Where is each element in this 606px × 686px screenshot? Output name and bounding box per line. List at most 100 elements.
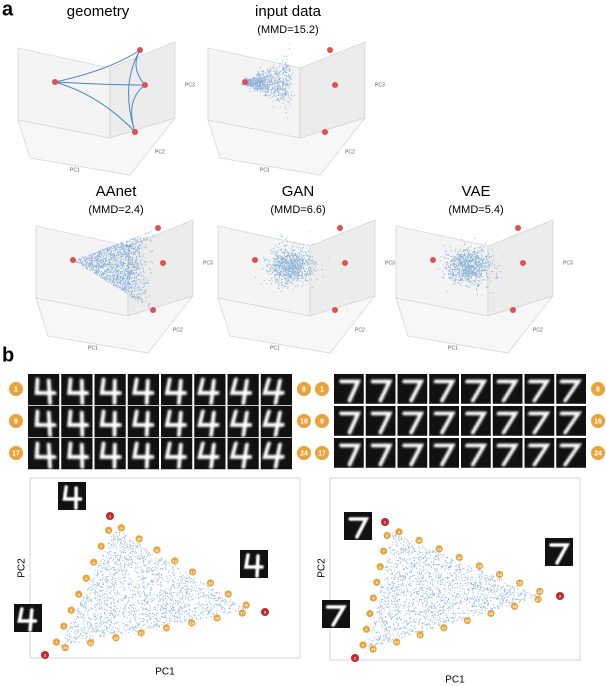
digit-stroke bbox=[496, 411, 519, 435]
badge-label: 12 bbox=[457, 555, 462, 560]
badge-label: 17 bbox=[240, 611, 245, 616]
digit-image bbox=[28, 438, 60, 470]
digit-stroke bbox=[528, 411, 551, 435]
badge bbox=[224, 590, 232, 598]
badge-label: 18 bbox=[512, 604, 517, 609]
digit-stroke bbox=[17, 607, 38, 632]
badge-label: 17 bbox=[318, 450, 326, 457]
badge-label: 15 bbox=[226, 592, 231, 597]
archetype-dot bbox=[142, 82, 148, 88]
axis-label: PC1 bbox=[70, 167, 80, 173]
badge-label: 11 bbox=[437, 546, 442, 551]
badge bbox=[362, 625, 371, 633]
badge bbox=[9, 414, 23, 428]
badge bbox=[395, 528, 403, 536]
badge bbox=[9, 382, 23, 396]
digit-glyph bbox=[67, 377, 90, 405]
axis-label: PC2 bbox=[17, 558, 28, 578]
badge-label: 19 bbox=[190, 621, 195, 626]
digit-glyph bbox=[402, 443, 425, 467]
digit-stroke bbox=[34, 377, 57, 405]
plot-title: AAnet bbox=[96, 183, 138, 200]
digit-image bbox=[322, 600, 350, 628]
digit-image bbox=[28, 406, 60, 438]
axis-label: PC3 bbox=[185, 82, 195, 88]
archetype-dot bbox=[70, 257, 76, 263]
digit-image bbox=[161, 406, 193, 438]
badge bbox=[97, 542, 105, 550]
badge-label: 8 bbox=[302, 386, 306, 393]
badge bbox=[61, 644, 69, 652]
digit-stroke bbox=[370, 411, 393, 435]
badge bbox=[90, 558, 98, 566]
digit-stroke bbox=[132, 377, 155, 405]
badge-label: 20 bbox=[465, 618, 470, 623]
digit-glyph bbox=[348, 517, 370, 539]
badge-label: 3 bbox=[70, 608, 73, 613]
badge-label: 1 bbox=[320, 386, 324, 393]
badge-label: 9 bbox=[120, 525, 123, 530]
digit-glyph bbox=[433, 411, 456, 435]
badge-label: 9 bbox=[14, 418, 18, 425]
digit-image bbox=[161, 374, 193, 406]
digit-stroke bbox=[348, 517, 370, 539]
digit-image bbox=[524, 374, 555, 404]
digit-stroke bbox=[496, 379, 519, 403]
digit-image bbox=[61, 438, 93, 470]
digit-stroke bbox=[528, 379, 551, 403]
badge bbox=[261, 608, 269, 616]
badge bbox=[381, 518, 389, 526]
badge bbox=[52, 638, 60, 646]
digit-stroke bbox=[67, 441, 90, 469]
badge-label: 2 bbox=[63, 624, 66, 629]
digit-stroke bbox=[339, 379, 362, 403]
axis-label: PC1 bbox=[270, 345, 280, 351]
badge-label: 22 bbox=[114, 635, 119, 640]
archetype-dot bbox=[332, 307, 338, 313]
digit-stroke bbox=[370, 379, 393, 403]
digit-glyph bbox=[34, 409, 57, 437]
digit-stroke bbox=[433, 411, 456, 435]
badge bbox=[9, 446, 23, 460]
badge-label: 4 bbox=[78, 592, 81, 597]
digit-glyph bbox=[132, 441, 155, 469]
digit-glyph bbox=[549, 543, 570, 565]
digit-glyph bbox=[326, 605, 347, 627]
badge bbox=[86, 639, 95, 647]
plot-title: GAN bbox=[282, 183, 315, 200]
badge-label: 13 bbox=[477, 563, 482, 568]
digit-image bbox=[461, 374, 491, 404]
badge-label: 1 bbox=[384, 520, 387, 525]
badge-label: 11 bbox=[155, 547, 160, 552]
digit-glyph bbox=[34, 377, 57, 405]
plot-subtitle: (MMD=15.2) bbox=[257, 24, 318, 36]
digit-glyph bbox=[339, 411, 362, 435]
archetype-dot bbox=[510, 307, 516, 313]
digit-image bbox=[492, 438, 523, 468]
digit-glyph bbox=[99, 409, 122, 437]
badge bbox=[495, 570, 504, 579]
badge-label: 2 bbox=[44, 653, 47, 658]
badge bbox=[206, 579, 215, 587]
badge bbox=[315, 446, 329, 460]
plot-subtitle: (MMD=5.4) bbox=[448, 204, 503, 216]
badge bbox=[435, 545, 443, 553]
badge bbox=[376, 563, 384, 571]
point-cloud bbox=[241, 43, 295, 119]
badge bbox=[416, 631, 424, 639]
axis-label: PC1 bbox=[88, 345, 98, 351]
badge bbox=[359, 641, 367, 649]
badge bbox=[189, 568, 197, 576]
badge-label: 16 bbox=[538, 589, 543, 594]
badge-label: 18 bbox=[215, 616, 220, 621]
badge-label: 16 bbox=[244, 603, 249, 608]
archetype-dot bbox=[137, 47, 143, 53]
digit-glyph bbox=[370, 443, 393, 467]
digit-image bbox=[524, 438, 555, 468]
digit-stroke bbox=[132, 409, 155, 437]
badge bbox=[475, 562, 484, 570]
digit-image bbox=[492, 406, 523, 436]
badge-label: 5 bbox=[85, 576, 88, 581]
badge-label: 10 bbox=[417, 538, 422, 543]
badge-label: 14 bbox=[208, 581, 213, 586]
